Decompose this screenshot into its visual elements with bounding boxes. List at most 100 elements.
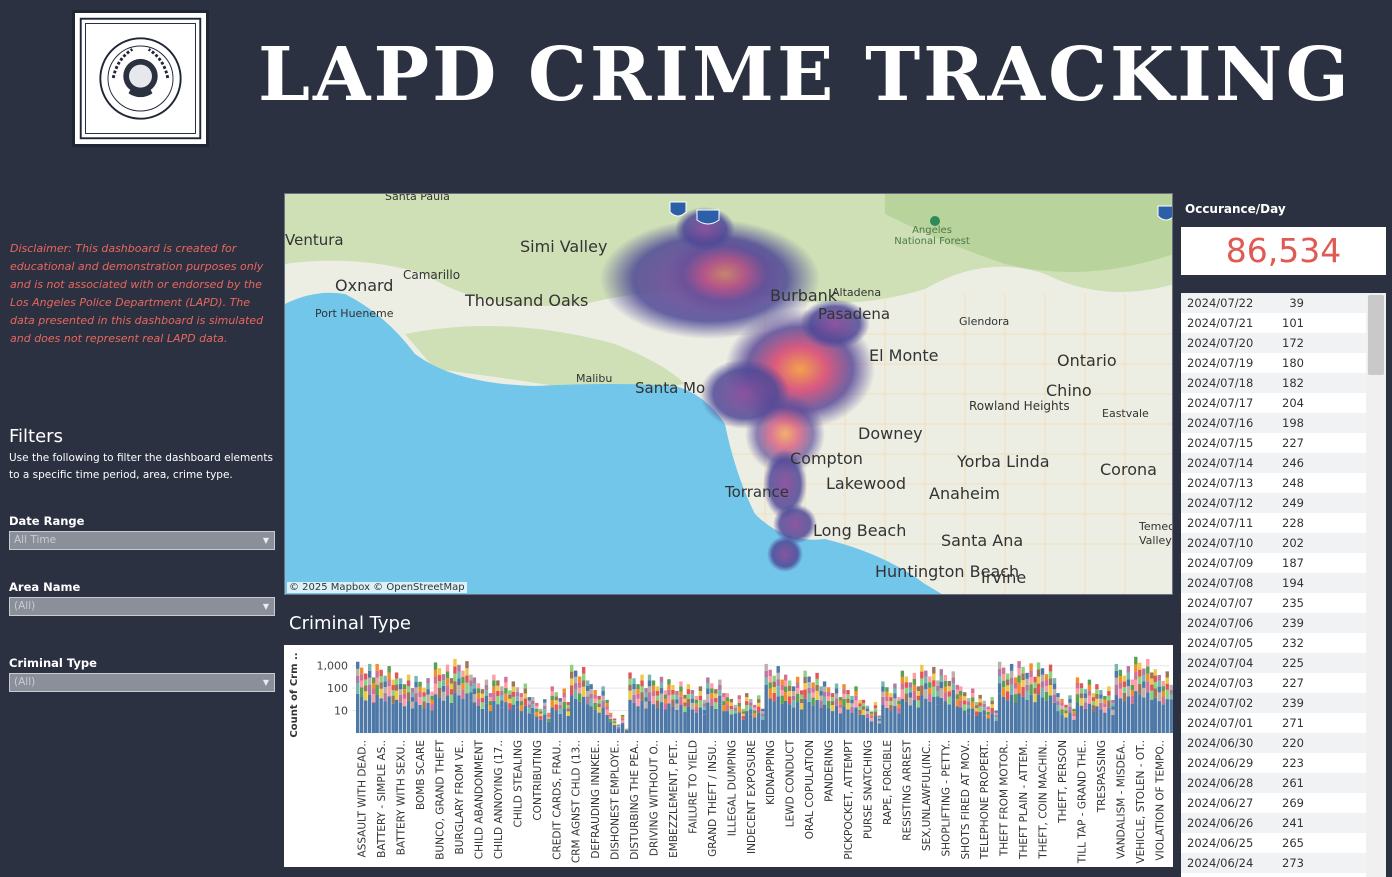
bar[interactable]	[694, 703, 699, 708]
bar[interactable]	[426, 689, 430, 695]
bar[interactable]	[978, 694, 982, 699]
bar[interactable]	[924, 676, 928, 684]
bar[interactable]	[939, 688, 943, 698]
bar[interactable]	[394, 684, 399, 691]
bar[interactable]	[655, 707, 660, 733]
bar[interactable]	[811, 692, 815, 698]
bar[interactable]	[543, 705, 547, 710]
bar[interactable]	[465, 682, 469, 694]
bar[interactable]	[1001, 687, 1006, 698]
bar[interactable]	[515, 707, 520, 733]
bar[interactable]	[722, 701, 726, 706]
bar[interactable]	[484, 690, 489, 696]
bar[interactable]	[885, 687, 889, 692]
bar[interactable]	[924, 689, 928, 699]
bar[interactable]	[601, 707, 605, 733]
bar[interactable]	[433, 694, 438, 733]
bar[interactable]	[1056, 697, 1060, 702]
bar[interactable]	[356, 661, 360, 669]
bar[interactable]	[535, 711, 539, 717]
bar[interactable]	[1103, 695, 1107, 700]
bar[interactable]	[745, 701, 749, 706]
bar[interactable]	[932, 680, 936, 687]
bar[interactable]	[971, 692, 975, 698]
bar[interactable]	[636, 706, 640, 733]
bar[interactable]	[861, 703, 866, 707]
bar[interactable]	[1052, 694, 1057, 703]
bar[interactable]	[768, 669, 772, 677]
bar[interactable]	[663, 690, 668, 695]
bar[interactable]	[1157, 680, 1161, 687]
bar[interactable]	[975, 715, 979, 733]
bar[interactable]	[897, 707, 901, 714]
bar[interactable]	[698, 700, 703, 708]
bar[interactable]	[1001, 674, 1006, 681]
bar[interactable]	[826, 691, 831, 697]
list-item[interactable]: 2024/07/02 239	[1181, 693, 1366, 713]
bar[interactable]	[492, 692, 496, 701]
bar[interactable]	[375, 677, 379, 685]
bar[interactable]	[928, 687, 932, 694]
bar[interactable]	[803, 670, 807, 677]
bar[interactable]	[1040, 687, 1045, 698]
bar[interactable]	[1169, 699, 1173, 707]
bar[interactable]	[1068, 712, 1072, 733]
bar[interactable]	[908, 705, 913, 733]
bar[interactable]	[492, 700, 496, 733]
bar[interactable]	[963, 692, 967, 697]
bar[interactable]	[830, 693, 835, 698]
bar[interactable]	[912, 678, 917, 685]
bar[interactable]	[379, 682, 383, 689]
bar[interactable]	[500, 700, 504, 708]
bar[interactable]	[815, 678, 819, 685]
list-item[interactable]: 2024/07/01 271	[1181, 713, 1366, 733]
bar[interactable]	[508, 698, 512, 704]
bar[interactable]	[990, 704, 994, 708]
bar[interactable]	[566, 715, 570, 733]
bar[interactable]	[971, 701, 975, 709]
bar[interactable]	[356, 683, 360, 694]
bar[interactable]	[858, 699, 862, 704]
bar[interactable]	[787, 680, 792, 686]
bar[interactable]	[819, 700, 823, 708]
bar[interactable]	[1130, 679, 1135, 685]
bar[interactable]	[710, 688, 714, 694]
bar[interactable]	[722, 711, 726, 733]
bar[interactable]	[608, 716, 613, 719]
bar[interactable]	[791, 700, 796, 708]
bar[interactable]	[947, 704, 951, 733]
bar[interactable]	[1021, 666, 1025, 674]
bar[interactable]	[620, 714, 625, 717]
bar[interactable]	[597, 712, 601, 733]
bar[interactable]	[749, 702, 753, 706]
bar[interactable]	[1103, 703, 1107, 708]
bar[interactable]	[472, 694, 477, 703]
bar[interactable]	[414, 701, 418, 733]
bar[interactable]	[928, 682, 932, 688]
bar[interactable]	[457, 671, 461, 679]
bar[interactable]	[943, 701, 947, 733]
bar[interactable]	[372, 694, 376, 703]
bar[interactable]	[1103, 712, 1107, 733]
bar[interactable]	[535, 702, 539, 706]
bar[interactable]	[593, 702, 597, 710]
bar[interactable]	[1126, 672, 1131, 680]
bar[interactable]	[757, 712, 761, 733]
list-item[interactable]: 2024/07/09 187	[1181, 553, 1366, 573]
bar[interactable]	[441, 680, 446, 686]
bar[interactable]	[410, 701, 415, 709]
bar[interactable]	[733, 717, 737, 733]
bar[interactable]	[593, 709, 597, 733]
bar[interactable]	[1029, 663, 1033, 671]
bar[interactable]	[360, 697, 364, 733]
bar[interactable]	[955, 684, 959, 690]
bar[interactable]	[885, 691, 889, 697]
bar[interactable]	[1029, 670, 1033, 678]
bar[interactable]	[1099, 690, 1103, 695]
bar[interactable]	[780, 679, 784, 685]
bar[interactable]	[1107, 691, 1111, 696]
bar[interactable]	[893, 683, 897, 689]
bar[interactable]	[414, 693, 418, 702]
bar[interactable]	[753, 704, 757, 708]
bar[interactable]	[543, 709, 547, 715]
